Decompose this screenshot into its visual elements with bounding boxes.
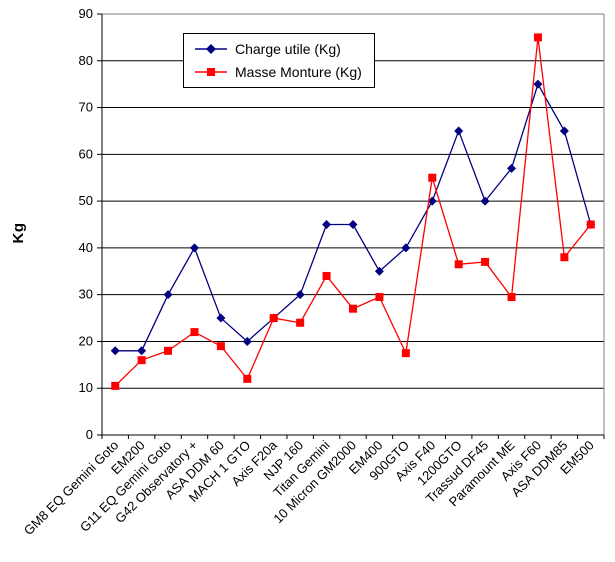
data-point — [559, 126, 569, 136]
data-point — [296, 318, 305, 327]
data-point — [481, 257, 490, 266]
y-axis-label: 0 — [86, 427, 93, 442]
square-marker-icon — [195, 68, 227, 76]
data-point — [216, 342, 225, 351]
y-axis-label: 30 — [79, 287, 93, 302]
y-axis-label: 90 — [79, 6, 93, 21]
y-axis-label: 80 — [79, 53, 93, 68]
data-point — [427, 196, 437, 206]
data-point — [190, 328, 199, 337]
y-axis-label: 60 — [79, 146, 93, 161]
data-point — [164, 346, 173, 355]
x-axis-label: GM8 EQ Gemini Goto — [21, 438, 122, 539]
y-axis-title: Kg — [10, 222, 27, 244]
y-axis-label: 10 — [79, 380, 93, 395]
data-point — [110, 346, 120, 356]
data-point — [533, 33, 542, 42]
data-point — [480, 196, 490, 206]
data-point — [507, 163, 517, 173]
data-point — [189, 243, 199, 253]
data-point — [401, 243, 411, 253]
data-point — [163, 290, 173, 300]
legend-label-masse-monture: Masse Monture (Kg) — [235, 64, 362, 80]
legend-entry-masse-monture: Masse Monture (Kg) — [194, 64, 362, 80]
legend-entry-charge-utile: Charge utile (Kg) — [194, 41, 362, 57]
data-point — [348, 220, 358, 229]
data-point — [243, 374, 252, 383]
y-axis-label: 50 — [79, 193, 93, 208]
data-point — [586, 220, 595, 229]
data-point — [269, 314, 278, 323]
data-point — [322, 220, 332, 229]
data-point — [111, 381, 120, 390]
legend: Charge utile (Kg) Masse Monture (Kg) — [183, 33, 375, 88]
data-point — [533, 79, 543, 89]
data-point — [137, 346, 147, 356]
data-point — [322, 271, 331, 280]
data-point — [454, 260, 463, 269]
data-point — [242, 336, 252, 346]
data-point — [295, 290, 305, 300]
data-point — [216, 313, 226, 323]
data-point — [454, 126, 464, 136]
data-point — [375, 293, 384, 302]
y-axis-label: 40 — [79, 240, 93, 255]
diamond-marker-icon — [195, 44, 227, 54]
data-point — [374, 266, 384, 276]
series-line-masse-monture — [114, 37, 592, 387]
y-axis-label: 70 — [79, 100, 93, 115]
data-point — [137, 356, 146, 365]
data-point — [428, 173, 437, 182]
data-point — [507, 293, 516, 302]
data-point — [401, 349, 410, 358]
data-point — [349, 304, 357, 313]
y-axis-label: 20 — [79, 333, 93, 348]
data-point — [560, 253, 569, 262]
legend-label-charge-utile: Charge utile (Kg) — [235, 41, 341, 57]
